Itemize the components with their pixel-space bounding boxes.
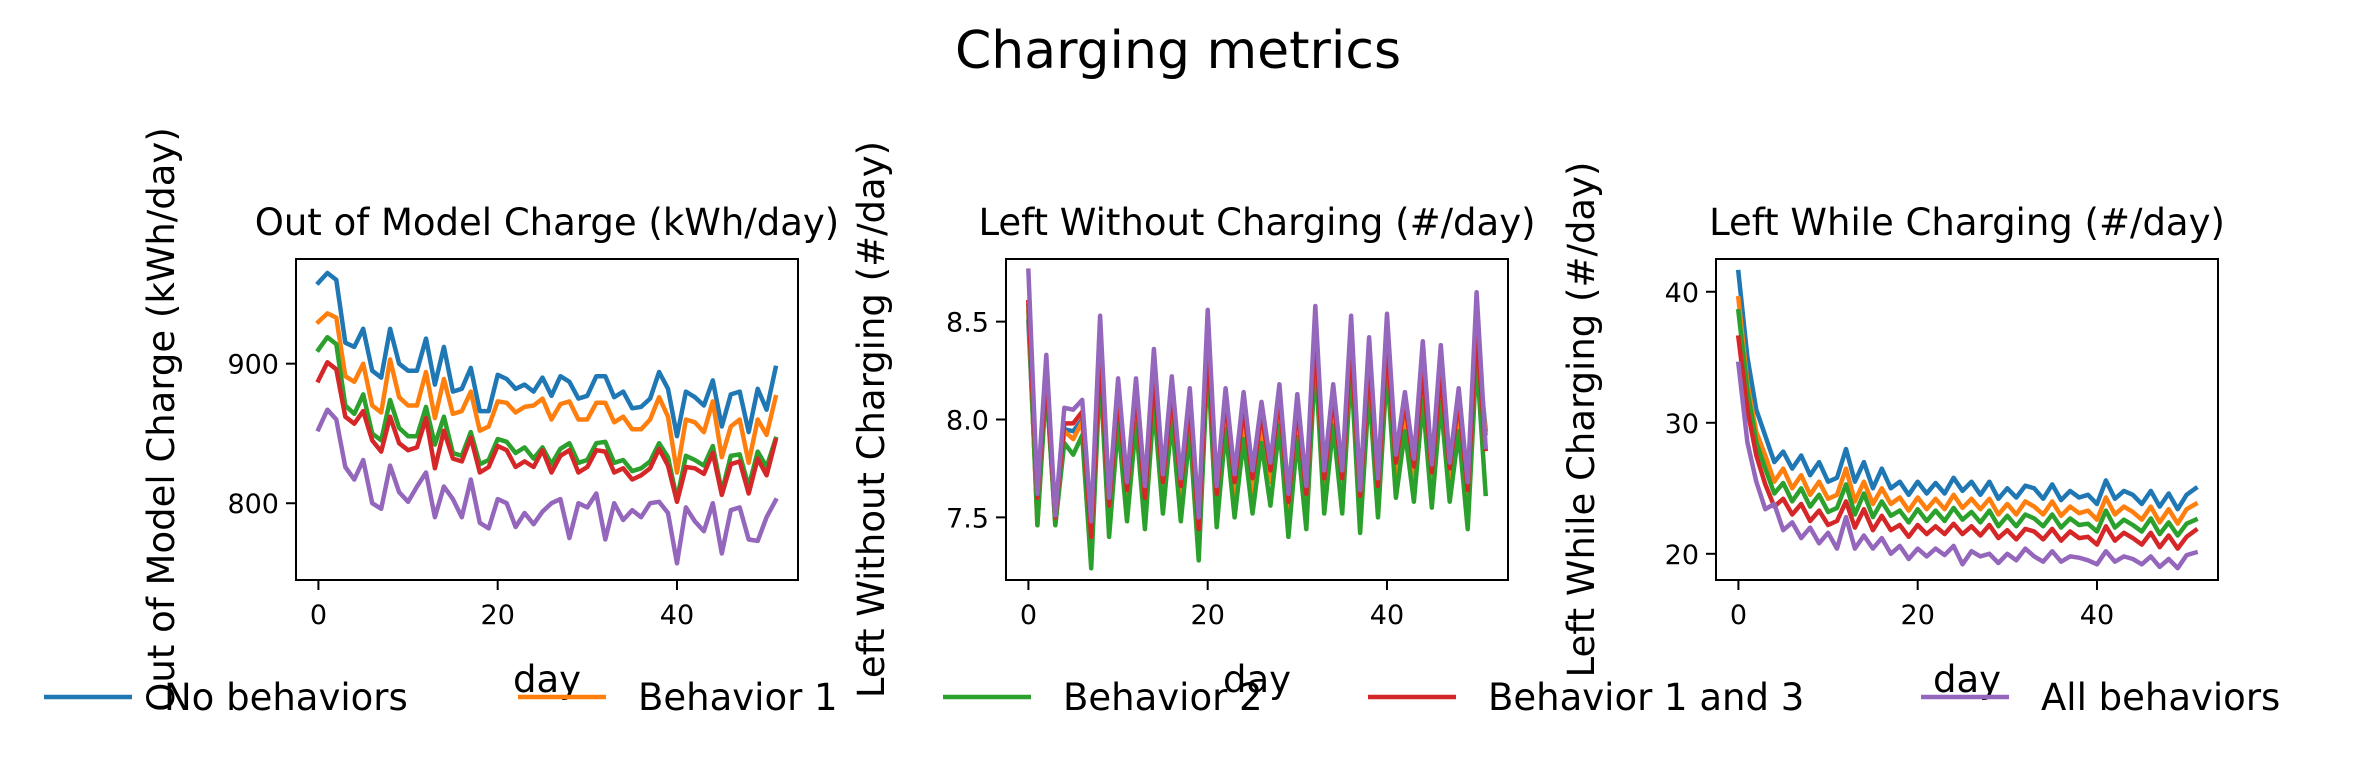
y-tick-label: 8.5 bbox=[946, 308, 989, 339]
subplot-title: Left Without Charging (#/day) bbox=[978, 201, 1535, 244]
legend-label: No behaviors bbox=[164, 676, 408, 719]
axes-frame bbox=[295, 258, 799, 581]
legend-label: Behavior 2 bbox=[1063, 676, 1263, 719]
x-axis-label: day bbox=[513, 658, 581, 701]
y-axis-label: Out of Model Charge (kWh/day) bbox=[140, 127, 183, 712]
legend-item-all-behaviors: All behaviors bbox=[1921, 676, 2280, 719]
series-line-behavior-1-and-3 bbox=[1735, 335, 2199, 551]
y-tick-label: 30 bbox=[1665, 409, 1699, 440]
x-axis-label: day bbox=[1223, 658, 1291, 701]
series-line-behavior-2 bbox=[1735, 308, 2199, 538]
x-axis-label: day bbox=[1933, 658, 2001, 701]
x-tick-label: 0 bbox=[310, 600, 327, 631]
x-tick-label: 0 bbox=[1020, 600, 1037, 631]
series-line-behavior-1 bbox=[1735, 295, 2199, 526]
x-tick-label: 20 bbox=[1191, 600, 1225, 631]
y-tick-label: 800 bbox=[227, 489, 279, 520]
legend-item-behavior-1: Behavior 1 bbox=[518, 676, 838, 719]
subplot-title: Left While Charging (#/day) bbox=[1709, 201, 2225, 244]
subplot-3: 0 20 40 20 30 40 Left While Charging (#/day) da… bbox=[1560, 162, 2225, 701]
y-tick-label: 7.5 bbox=[946, 503, 989, 534]
x-tick-label: 0 bbox=[1730, 600, 1747, 631]
series-line-behavior-1-and-3 bbox=[315, 360, 779, 505]
y-axis-label: Left Without Charging (#/day) bbox=[850, 141, 893, 698]
subplots: 0 20 40 800 900 Out of Model Charge (kWh/day)… bbox=[140, 127, 2225, 712]
figure-title: Charging metrics bbox=[955, 21, 1401, 81]
legend-item-behavior-1-and-3: Behavior 1 and 3 bbox=[1368, 676, 1804, 719]
x-tick-label: 20 bbox=[481, 600, 515, 631]
axes-frame bbox=[1715, 258, 2219, 581]
y-tick-label: 20 bbox=[1665, 540, 1699, 571]
x-tick-label: 40 bbox=[660, 600, 694, 631]
series-line-behavior-1 bbox=[315, 311, 779, 475]
legend-item-behavior-2: Behavior 2 bbox=[943, 676, 1263, 719]
legend-label: Behavior 1 bbox=[638, 676, 838, 719]
subplot-title: Out of Model Charge (kWh/day) bbox=[255, 201, 840, 244]
legend-label: Behavior 1 and 3 bbox=[1488, 676, 1804, 719]
legend: No behaviors Behavior 1 Behavior 2 Behavior… bbox=[44, 676, 2280, 719]
series-line-no-behaviors bbox=[315, 270, 779, 439]
x-tick-label: 40 bbox=[2080, 600, 2114, 631]
legend-label: All behaviors bbox=[2041, 676, 2280, 719]
y-tick-label: 8.0 bbox=[946, 406, 989, 437]
x-tick-label: 40 bbox=[1370, 600, 1404, 631]
y-tick-label: 900 bbox=[227, 350, 279, 381]
series-line-all-behaviors bbox=[1735, 361, 2199, 571]
subplot-1: 0 20 40 800 900 Out of Model Charge (kWh/day)… bbox=[140, 127, 839, 712]
series-line-all-behaviors bbox=[1026, 268, 1488, 524]
x-tick-label: 20 bbox=[1901, 600, 1935, 631]
series-line-all-behaviors bbox=[315, 407, 779, 566]
legend-item-no-behaviors: No behaviors bbox=[44, 676, 408, 719]
y-tick-label: 40 bbox=[1665, 278, 1699, 309]
subplot-2: 0 20 40 7.5 8.0 8.5 Left Without Charging (#/d… bbox=[850, 141, 1536, 701]
y-axis-label: Left While Charging (#/day) bbox=[1560, 162, 1603, 678]
series-line-no-behaviors bbox=[1735, 269, 2199, 512]
